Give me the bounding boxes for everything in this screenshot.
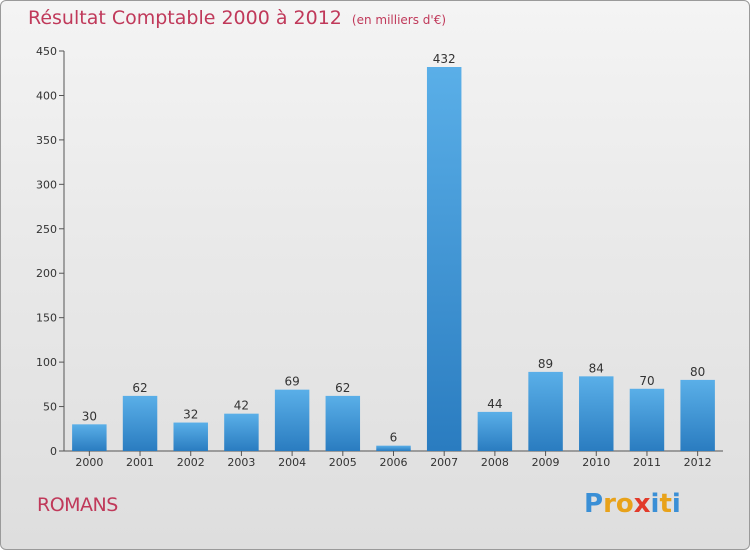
x-tick-label: 2012	[684, 456, 712, 469]
bar-value-label: 70	[639, 374, 654, 388]
bar-value-label: 69	[284, 375, 299, 389]
y-tick-label: 0	[50, 445, 57, 458]
bar-value-label: 80	[690, 365, 705, 379]
bar-value-label: 62	[132, 381, 147, 395]
proxiti-logo: Proxiti	[584, 489, 681, 519]
x-tick-label: 2011	[633, 456, 661, 469]
bar	[224, 413, 259, 451]
bar-value-label: 44	[487, 397, 502, 411]
logo-letter: i	[650, 489, 660, 519]
y-tick-label: 100	[36, 356, 57, 369]
city-name: ROMANS	[37, 494, 118, 516]
x-tick-label: 2006	[380, 456, 408, 469]
y-tick-label: 350	[36, 134, 57, 147]
x-tick-label: 2010	[582, 456, 610, 469]
logo-letter: t	[659, 489, 672, 519]
value-labels: 30 62 32 42 69 62 6 432 44 89 84 70 80	[82, 52, 706, 445]
bar	[528, 371, 563, 451]
bar	[376, 445, 411, 451]
chart-title: Résultat Comptable 2000 à 2012	[28, 7, 342, 29]
y-tick-label: 50	[43, 401, 57, 414]
bar	[325, 395, 361, 451]
x-tick-label: 2001	[126, 456, 154, 469]
bar	[680, 379, 715, 451]
bar-value-label: 32	[183, 408, 198, 422]
y-tick-label: 150	[36, 312, 57, 325]
bar	[122, 395, 158, 451]
bar	[426, 67, 462, 451]
x-tick-label: 2009	[532, 456, 560, 469]
x-tick-label: 2002	[177, 456, 205, 469]
bar-value-label: 432	[433, 52, 456, 66]
bar	[477, 411, 513, 451]
x-tick-label: 2008	[481, 456, 509, 469]
y-tick-label: 250	[36, 223, 57, 236]
bar	[579, 376, 614, 451]
y-tick-label: 200	[36, 267, 57, 280]
bars	[72, 67, 715, 451]
y-tick-label: 400	[36, 89, 57, 102]
bar	[72, 424, 107, 451]
bar-value-label: 62	[335, 381, 350, 395]
bar-value-label: 30	[82, 409, 97, 423]
logo-letter: r	[603, 489, 616, 519]
logo-letter: x	[633, 489, 651, 519]
bar-value-label: 42	[234, 399, 249, 413]
x-tick-label: 2003	[227, 456, 255, 469]
x-tick-label: 2007	[430, 456, 458, 469]
logo-letter: o	[615, 489, 634, 519]
y-tick-label: 300	[36, 178, 57, 191]
bar-value-label: 6	[390, 431, 398, 445]
logo-letter: P	[584, 489, 604, 519]
bar	[629, 388, 665, 451]
bar	[173, 422, 208, 451]
x-tick-label: 2000	[75, 456, 103, 469]
x-tick-label: 2004	[278, 456, 306, 469]
title-row: Résultat Comptable 2000 à 2012 (en millie…	[28, 7, 446, 29]
logo-letter: i	[671, 489, 681, 519]
chart-subtitle: (en milliers d'€)	[351, 13, 447, 27]
x-tick-label: 2005	[329, 456, 357, 469]
bar	[274, 389, 310, 451]
bar-value-label: 84	[589, 361, 604, 375]
bar-value-label: 89	[538, 357, 553, 371]
y-tick-label: 450	[36, 45, 57, 58]
